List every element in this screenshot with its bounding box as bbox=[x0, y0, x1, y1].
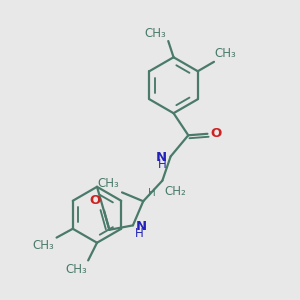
Text: H: H bbox=[148, 188, 156, 198]
Text: O: O bbox=[90, 194, 101, 207]
Text: CH₃: CH₃ bbox=[144, 27, 166, 40]
Text: N: N bbox=[135, 220, 146, 233]
Text: H: H bbox=[158, 158, 167, 171]
Text: CH₃: CH₃ bbox=[32, 239, 54, 252]
Text: O: O bbox=[210, 127, 222, 140]
Text: H: H bbox=[135, 226, 144, 239]
Text: CH₃: CH₃ bbox=[215, 47, 237, 60]
Text: N: N bbox=[156, 152, 167, 164]
Text: CH₃: CH₃ bbox=[97, 177, 119, 190]
Text: CH₃: CH₃ bbox=[65, 263, 87, 276]
Text: CH₂: CH₂ bbox=[165, 185, 187, 198]
